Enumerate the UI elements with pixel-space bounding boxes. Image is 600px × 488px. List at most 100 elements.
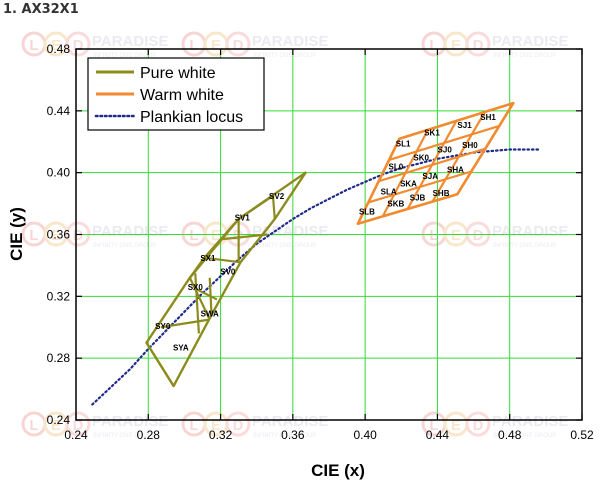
pure-white-bin-label: SV1 [235, 214, 251, 223]
warm-white-bin-label: SLB [359, 207, 375, 216]
watermark-brand: PARADISE [492, 413, 568, 430]
watermark-letter: D [473, 227, 484, 244]
watermark-ring [465, 411, 491, 437]
pure-white-bin-edge [188, 277, 211, 320]
legend-label: Pure white [140, 65, 216, 82]
watermark-brand: PARADISE [492, 33, 568, 50]
pure-white-bin-label: SWA [201, 309, 219, 318]
planckian-locus-line [91, 148, 542, 406]
x-axis-label: CIE (x) [311, 461, 365, 480]
watermark-letter: E [211, 417, 221, 434]
watermark-letter: L [29, 37, 38, 54]
watermark-letter: L [189, 417, 198, 434]
watermark-letter: D [233, 37, 244, 54]
pure-white-bin-edge [208, 277, 213, 315]
x-tick-label: 0.52 [570, 428, 594, 442]
warm-white-bin-label: SL1 [396, 139, 411, 148]
watermark-letter: E [51, 227, 61, 244]
watermark-letter: E [451, 417, 461, 434]
warm-white-bin-label: SHA [447, 166, 464, 175]
watermark-letter: E [451, 227, 461, 244]
warm-white-bin-label: SL0 [389, 163, 404, 172]
watermark-letter: E [211, 227, 221, 244]
watermark-tagline: INFINITY ONE GROUP [93, 243, 156, 249]
watermark-tagline: INFINITY ONE GROUP [93, 53, 156, 59]
pure-white-bin-edge [271, 195, 276, 220]
watermark-ring [65, 31, 91, 57]
warm-white-bin-label: SLA [381, 187, 397, 196]
watermark-letter: L [29, 227, 38, 244]
pure-white-bin-edge [145, 342, 175, 387]
watermark-brand: PARADISE [92, 33, 168, 50]
planckian-locus-series [91, 148, 542, 406]
watermark-letter: D [473, 417, 484, 434]
pure-white-bin-edge [160, 318, 210, 329]
pure-white-bin-edge [203, 218, 240, 259]
axes [75, 48, 583, 421]
x-tick-label: 0.40 [353, 428, 377, 442]
pure-white-bin-edge [204, 256, 241, 264]
warm-white-bin-edge [367, 170, 472, 204]
pure-white-series: SV2 SV1 SX1 SV0 SX0 SWA SY0 SYA [145, 171, 307, 388]
watermark-letter: D [73, 417, 84, 434]
x-tick-label: 0.44 [426, 428, 450, 442]
watermark-brand: PARADISE [252, 413, 328, 430]
watermark-letter: L [189, 227, 198, 244]
warm-white-bin-label: SK1 [424, 129, 440, 138]
x-tick-label: 0.48 [498, 428, 522, 442]
watermark-brand: PARADISE [92, 223, 168, 240]
x-tick-label: 0.36 [281, 428, 305, 442]
warm-white-outline [356, 101, 515, 225]
watermark-tagline: INFINITY ONE GROUP [493, 243, 556, 249]
y-tick-label: 0.40 [47, 166, 71, 180]
watermark-brand: PARADISE [92, 413, 168, 430]
watermark-tagline: INFINITY ONE GROUP [493, 433, 556, 439]
warm-white-bin-label: SKA [400, 180, 417, 189]
watermark-letter: E [211, 37, 221, 54]
y-tick-label: 0.44 [47, 104, 71, 118]
watermark-brand: PARADISE [252, 223, 328, 240]
warm-white-bin-label: SKB [387, 200, 404, 209]
warm-white-bin-edge [388, 124, 500, 161]
legend-label: Plankian locus [140, 109, 243, 126]
pure-white-bin-label: SYA [173, 343, 189, 352]
y-tick-label: 0.48 [47, 42, 71, 56]
warm-white-bin-label: SJ0 [438, 146, 453, 155]
pure-white-bin-edge [194, 273, 200, 334]
watermark-letter: E [51, 417, 61, 434]
watermark-ring [225, 411, 251, 437]
legend: Pure white Warm white Plankian locus [87, 57, 265, 131]
watermark-tagline: INFINITY ONE GROUP [253, 53, 316, 59]
x-tick-labels: 0.24 0.28 0.32 0.36 0.40 0.44 0.48 0.52 [64, 428, 594, 442]
watermark-letter: L [29, 417, 38, 434]
warm-white-bin-label: SJ1 [457, 121, 472, 130]
warm-white-bin-label: SK0 [413, 153, 429, 162]
pure-white-bin-label: SV2 [269, 192, 285, 201]
x-tick-label: 0.32 [209, 428, 233, 442]
watermark-letter: L [429, 417, 438, 434]
watermark-letter: E [51, 37, 61, 54]
y-tick-labels: 0.24 0.28 0.32 0.36 0.40 0.44 0.48 [47, 42, 71, 427]
watermark-letter: D [73, 227, 84, 244]
watermark-letter: L [429, 37, 438, 54]
pure-white-bin-edge [188, 257, 206, 279]
warm-white-bin-label: SH1 [480, 113, 496, 122]
warm-white-bin-edge [378, 147, 486, 183]
pure-white-bin-edge [194, 287, 218, 301]
pure-white-bin-label: SV0 [220, 268, 236, 277]
y-tick-label: 0.32 [47, 289, 71, 303]
watermark-tagline: INFINITY ONE GROUP [253, 433, 316, 439]
y-tick-label: 0.24 [47, 413, 71, 427]
legend-label: Warm white [140, 87, 224, 104]
page-title: 1. AX32X1 [3, 2, 79, 17]
pure-white-bin-label: SY0 [155, 322, 171, 331]
watermark-tagline: INFINITY ONE GROUP [253, 243, 316, 249]
pure-white-bin-edge [238, 194, 274, 220]
